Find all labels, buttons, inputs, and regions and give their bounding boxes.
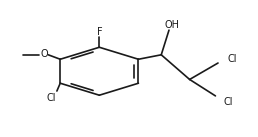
Text: Cl: Cl bbox=[227, 54, 237, 64]
Text: F: F bbox=[96, 27, 102, 37]
Text: Cl: Cl bbox=[46, 93, 56, 103]
Text: Cl: Cl bbox=[223, 97, 233, 107]
Text: OH: OH bbox=[164, 20, 179, 30]
Text: O: O bbox=[40, 49, 48, 59]
